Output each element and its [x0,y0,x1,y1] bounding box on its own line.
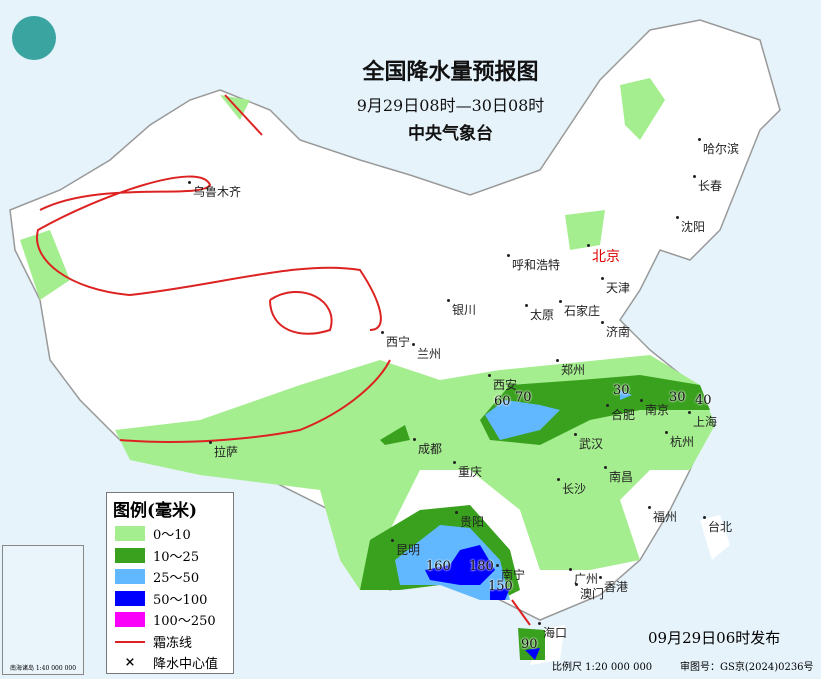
agency: 中央气象台 [408,124,493,144]
city-label: 呼和浩特 [506,254,561,272]
map-scale: 比例尺 1:20 000 000 [552,662,653,673]
precip-center-value: 60 [494,394,511,409]
city-label: 武汉 [573,433,604,451]
city-label: 合肥 [605,404,636,422]
city-label: 北京 [587,244,620,266]
rain-25-50 [395,390,632,600]
precip-center-value: 160 [426,559,451,574]
city-label: 哈尔滨 [697,138,740,156]
issue-time: 09月29日06时发布 [648,629,781,647]
legend-swatch [115,590,145,606]
city-label: 台北 [702,516,733,534]
city-label: 石家庄 [558,300,601,318]
south-china-sea-inset: 南海诸岛 1:40 000 000 [2,545,84,675]
cross-icon: × [124,655,136,671]
other-land [530,515,730,665]
city-label: 长沙 [556,478,587,496]
city-label: 福州 [647,506,678,524]
legend-swatch [115,569,145,585]
city-label: 成都 [412,438,443,456]
legend-item: 50～100 [107,588,233,610]
legend-item: 10～25 [107,545,233,567]
city-label: 太原 [524,304,555,322]
city-label: 长春 [692,175,723,193]
legend-label: 降水中心值 [153,657,219,673]
legend-label: 10～25 [153,549,200,565]
city-label: 济南 [600,321,631,339]
city-label: 杭州 [664,431,695,449]
city-label: 银川 [446,299,477,317]
legend-item: × 降水中心值 [107,652,233,674]
legend: 图例(毫米) 0～10 10～25 25～50 50～100 100～250 霜… [106,492,234,674]
city-label: 南宁 [495,564,526,582]
city-label: 昆明 [390,539,421,557]
legend-item: 100～250 [107,609,233,631]
legend-label: 0～10 [153,528,191,544]
city-label: 天津 [600,277,631,295]
precip-center-value: 70 [515,390,532,405]
city-label: 南昌 [603,466,634,484]
legend-title: 图例(毫米) [113,501,198,521]
city-label: 西安 [487,374,518,392]
legend-swatch [115,612,145,628]
cma-logo [12,16,56,60]
map-approval-number: 审图号：GS京(2024)0236号 [680,662,814,673]
legend-item: 25～50 [107,566,233,588]
city-label: 澳门 [574,583,605,601]
precip-center-value: 30 [613,383,630,398]
legend-swatch [115,547,145,563]
city-label: 沈阳 [675,216,706,234]
precip-center-value: 90 [521,637,538,652]
precip-center-value: 30 [669,390,686,405]
city-label: 兰州 [411,343,442,361]
city-label: 乌鲁木齐 [187,181,242,199]
inset-caption: 南海诸岛 1:40 000 000 [9,665,77,672]
city-label: 广州 [568,568,599,586]
legend-label: 100～250 [153,614,216,630]
forecast-period: 9月29日08时—30日08时 [356,96,545,115]
city-label: 重庆 [452,461,483,479]
map-title: 全国降水量预报图 [362,59,539,85]
city-label: 拉萨 [208,441,239,459]
city-label: 西宁 [380,331,411,349]
legend-item: 霜冻线 [107,631,233,653]
legend-label: 50～100 [153,592,208,608]
legend-item: 0～10 [107,523,233,545]
legend-label: 25～50 [153,571,200,587]
city-label: 上海 [687,411,718,429]
precip-center-value: 180 [469,559,494,574]
city-label: 郑州 [555,359,586,377]
rain-10-25 [360,375,710,660]
legend-label: 霜冻线 [153,635,193,651]
frost-lines [35,94,531,626]
legend-swatch [115,526,145,542]
city-label: 南京 [639,399,670,417]
rain-50-100 [425,545,540,660]
frost-line-icon [115,633,145,644]
precip-center-value: 40 [695,393,712,408]
city-label: 香港 [598,576,629,594]
city-label: 贵阳 [454,511,485,529]
precip-center-value: 150 [488,579,513,594]
city-label: 海口 [537,622,568,640]
